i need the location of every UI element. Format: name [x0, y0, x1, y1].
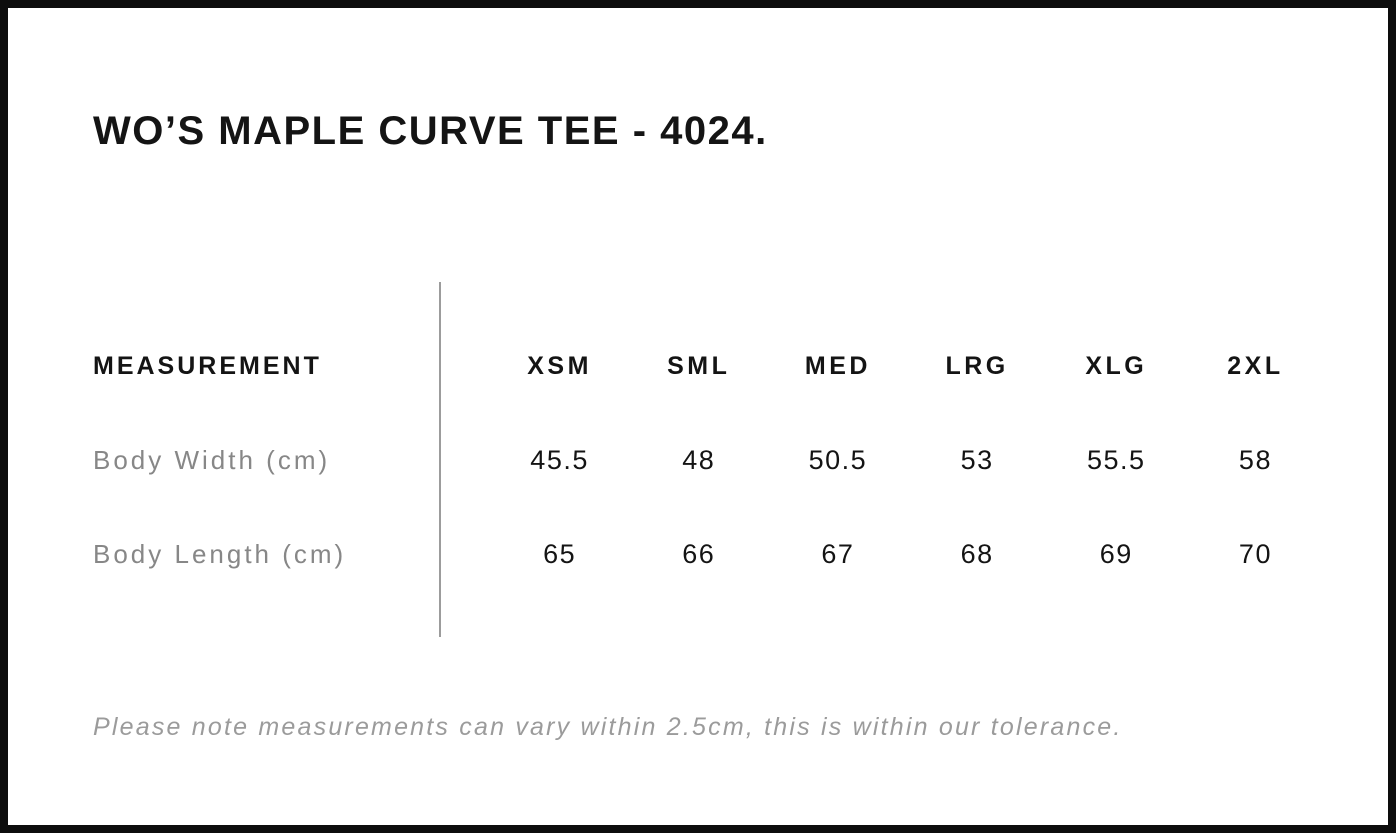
page-title: WO’S MAPLE CURVE TEE - 4024. — [93, 109, 768, 153]
table-row-body-length: Body Length (cm) 65 66 67 68 69 70 — [93, 507, 1325, 601]
row-label-body-width: Body Width (cm) — [93, 444, 331, 475]
size-column-header-lrg: LRG — [945, 351, 1009, 380]
table-header-row: MEASUREMENT XSM SML MED LRG XLG 2XL — [93, 319, 1325, 413]
size-column-header-xlg: XLG — [1085, 351, 1148, 380]
size-chart-table: MEASUREMENT XSM SML MED LRG XLG 2XL Body… — [93, 282, 1325, 637]
size-column-header-2xl: 2XL — [1227, 351, 1284, 380]
row-cells-body-width: 45.5 48 50.5 53 55.5 58 — [490, 445, 1325, 476]
table-row-body-width: Body Width (cm) 45.5 48 50.5 53 55.5 58 — [93, 413, 1325, 507]
row-label-body-length: Body Length (cm) — [93, 538, 347, 569]
cell-value: 65 — [543, 538, 577, 569]
size-chart-content: WO’S MAPLE CURVE TEE - 4024. MEASUREMENT… — [8, 8, 1388, 742]
cell-value: 67 — [821, 538, 855, 569]
size-column-header-med: MED — [804, 351, 871, 380]
cell-value: 50.5 — [808, 444, 868, 475]
cell-value: 68 — [960, 538, 994, 569]
size-column-header-sml: SML — [667, 351, 731, 380]
cell-value: 48 — [682, 444, 716, 475]
tolerance-note: Please note measurements can vary within… — [93, 713, 1123, 741]
cell-value: 70 — [1238, 538, 1272, 569]
cell-value: 58 — [1238, 444, 1272, 475]
cell-value: 53 — [960, 444, 994, 475]
cell-value: 66 — [682, 538, 716, 569]
cell-value: 55.5 — [1086, 444, 1146, 475]
cell-value: 45.5 — [530, 444, 589, 475]
column-divider — [439, 282, 441, 637]
row-cells-body-length: 65 66 67 68 69 70 — [490, 539, 1325, 570]
size-header-cells: XSM SML MED LRG XLG 2XL — [490, 352, 1325, 381]
size-column-header-xsm: XSM — [527, 351, 592, 380]
measurement-column-header: MEASUREMENT — [93, 351, 322, 380]
cell-value: 69 — [1099, 538, 1133, 569]
